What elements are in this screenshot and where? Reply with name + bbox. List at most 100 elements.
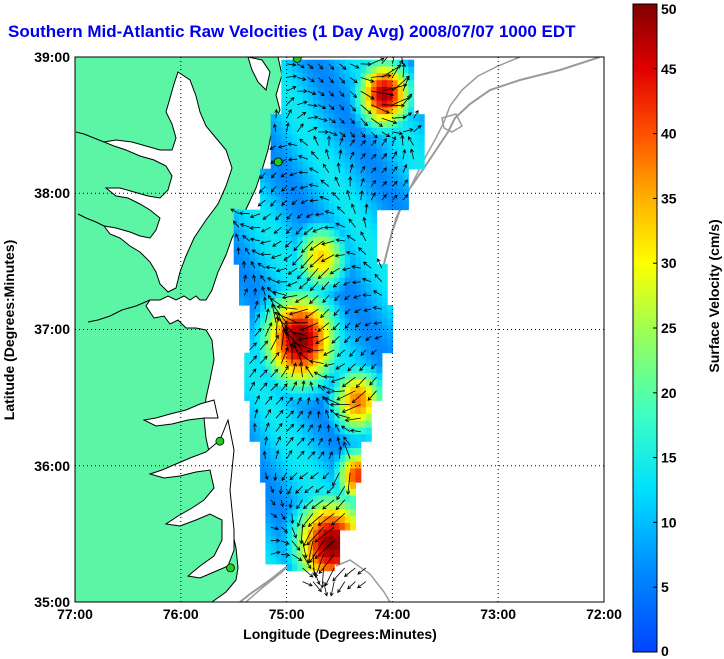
- velocity-cell: [286, 468, 293, 476]
- velocity-cell: [265, 461, 272, 470]
- velocity-vector: [324, 567, 335, 587]
- velocity-cell: [291, 536, 298, 544]
- velocity-vector: [306, 396, 311, 405]
- velocity-cell: [286, 495, 293, 504]
- velocity-vector: [346, 189, 351, 201]
- velocity-cell: [297, 264, 304, 272]
- velocity-cell: [387, 127, 393, 136]
- velocity-vector: [343, 436, 351, 446]
- velocity-cell: [260, 202, 266, 211]
- velocity-cell: [392, 87, 399, 95]
- velocity-vector: [359, 363, 367, 372]
- velocity-cell: [313, 243, 319, 252]
- velocity-cell: [249, 339, 256, 347]
- velocity-cell: [403, 93, 409, 102]
- velocity-cell: [276, 175, 282, 183]
- velocity-vector: [357, 567, 367, 575]
- velocity-cell: [286, 93, 293, 102]
- velocity-cell: [281, 345, 288, 354]
- velocity-cell: [328, 277, 335, 286]
- velocity-vector: [369, 376, 377, 386]
- velocity-vector: [281, 295, 298, 300]
- velocity-vector: [287, 267, 298, 275]
- velocity-cell: [297, 127, 304, 136]
- velocity-vector: [326, 390, 345, 395]
- velocity-cell: [281, 509, 288, 517]
- velocity-cell: [350, 509, 356, 517]
- velocity-cell: [355, 161, 362, 170]
- velocity-vector: [372, 290, 382, 296]
- velocity-vector: [318, 117, 328, 122]
- velocity-cell: [360, 66, 367, 74]
- velocity-cell: [313, 250, 319, 258]
- velocity-cell: [323, 509, 330, 517]
- velocity-vector: [296, 450, 305, 460]
- velocity-cell: [381, 311, 388, 320]
- velocity-cell: [291, 543, 298, 551]
- velocity-cell: [276, 141, 282, 149]
- velocity-cell: [291, 448, 298, 456]
- velocity-cell: [365, 386, 372, 395]
- velocity-cell: [318, 250, 325, 258]
- velocity-cell: [270, 209, 277, 217]
- velocity-cell: [281, 305, 288, 313]
- velocity-cell: [323, 189, 330, 197]
- velocity-cell: [339, 332, 346, 340]
- velocity-cell: [376, 284, 383, 292]
- velocity-cell: [313, 543, 319, 551]
- velocity-vector: [376, 258, 383, 269]
- velocity-cell: [360, 80, 367, 88]
- velocity-cell: [365, 414, 372, 422]
- velocity-cell: [344, 264, 351, 272]
- velocity-cell: [318, 257, 325, 265]
- velocity-cell: [270, 339, 277, 347]
- velocity-cell: [302, 400, 309, 408]
- velocity-vector: [326, 485, 335, 494]
- velocity-cell: [360, 161, 367, 170]
- velocity-cell: [291, 161, 298, 170]
- velocity-cell: [355, 454, 362, 463]
- velocity-vector: [289, 172, 298, 177]
- velocity-cell: [313, 148, 319, 156]
- velocity-cell: [254, 325, 261, 333]
- velocity-cell: [307, 448, 314, 456]
- velocity-cell: [302, 516, 309, 524]
- velocity-cell: [365, 257, 372, 265]
- velocity-cell: [371, 332, 378, 340]
- velocity-vector: [381, 103, 406, 108]
- velocity-cell: [307, 386, 314, 395]
- velocity-cell: [281, 318, 288, 326]
- velocity-cell: [286, 209, 293, 217]
- velocity-cell: [392, 107, 399, 115]
- velocity-cell: [281, 121, 288, 129]
- velocity-cell: [387, 175, 393, 183]
- velocity-cell: [360, 250, 367, 258]
- velocity-cell: [350, 318, 356, 326]
- velocity-cell: [270, 291, 277, 299]
- velocity-cell: [313, 59, 319, 68]
- velocity-cell: [418, 148, 425, 156]
- velocity-cell: [291, 557, 298, 565]
- velocity-cell: [260, 448, 266, 456]
- velocity-vector: [242, 235, 250, 242]
- velocity-cell: [365, 332, 372, 340]
- velocity-cell: [387, 311, 393, 320]
- velocity-cell: [365, 230, 372, 238]
- velocity-cell: [360, 73, 367, 81]
- velocity-cell: [249, 257, 256, 265]
- velocity-cell: [302, 366, 309, 374]
- velocity-cell: [307, 298, 314, 306]
- velocity-cell: [334, 434, 341, 442]
- velocity-vector: [370, 167, 377, 174]
- velocity-cell: [318, 495, 325, 504]
- velocity-cell: [387, 59, 393, 68]
- velocity-vector: [321, 240, 335, 246]
- velocity-cell: [339, 345, 346, 354]
- velocity-vector: [281, 540, 290, 545]
- velocity-cell: [334, 543, 341, 551]
- velocity-cell: [318, 202, 325, 211]
- velocity-cell: [323, 461, 330, 470]
- velocity-cell: [270, 155, 277, 163]
- velocity-vector: [332, 567, 346, 582]
- velocity-cell: [276, 441, 282, 449]
